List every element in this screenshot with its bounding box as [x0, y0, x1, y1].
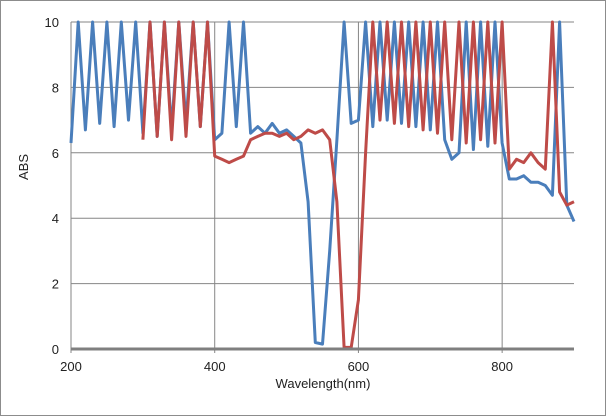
- y-axis-title: ABS: [16, 154, 31, 180]
- x-tick-labels: 200 400 600 800: [60, 359, 513, 374]
- x-tick-label: 400: [204, 359, 226, 374]
- y-tick-labels: 0 2 4 6 8 10: [45, 15, 59, 357]
- x-tick-label: 600: [348, 359, 370, 374]
- y-tick-label: 6: [52, 146, 59, 161]
- y-tick-label: 2: [52, 277, 59, 292]
- y-tick-label: 8: [52, 80, 59, 95]
- y-tick-label: 4: [52, 211, 59, 226]
- x-axis-title: Wavelength(nm): [276, 376, 371, 391]
- y-tick-label: 0: [52, 342, 59, 357]
- series-lines: [69, 20, 576, 349]
- x-tick-label: 200: [60, 359, 82, 374]
- series-line-2: [141, 20, 575, 349]
- y-tick-label: 10: [45, 15, 59, 30]
- x-tick-label: 800: [491, 359, 513, 374]
